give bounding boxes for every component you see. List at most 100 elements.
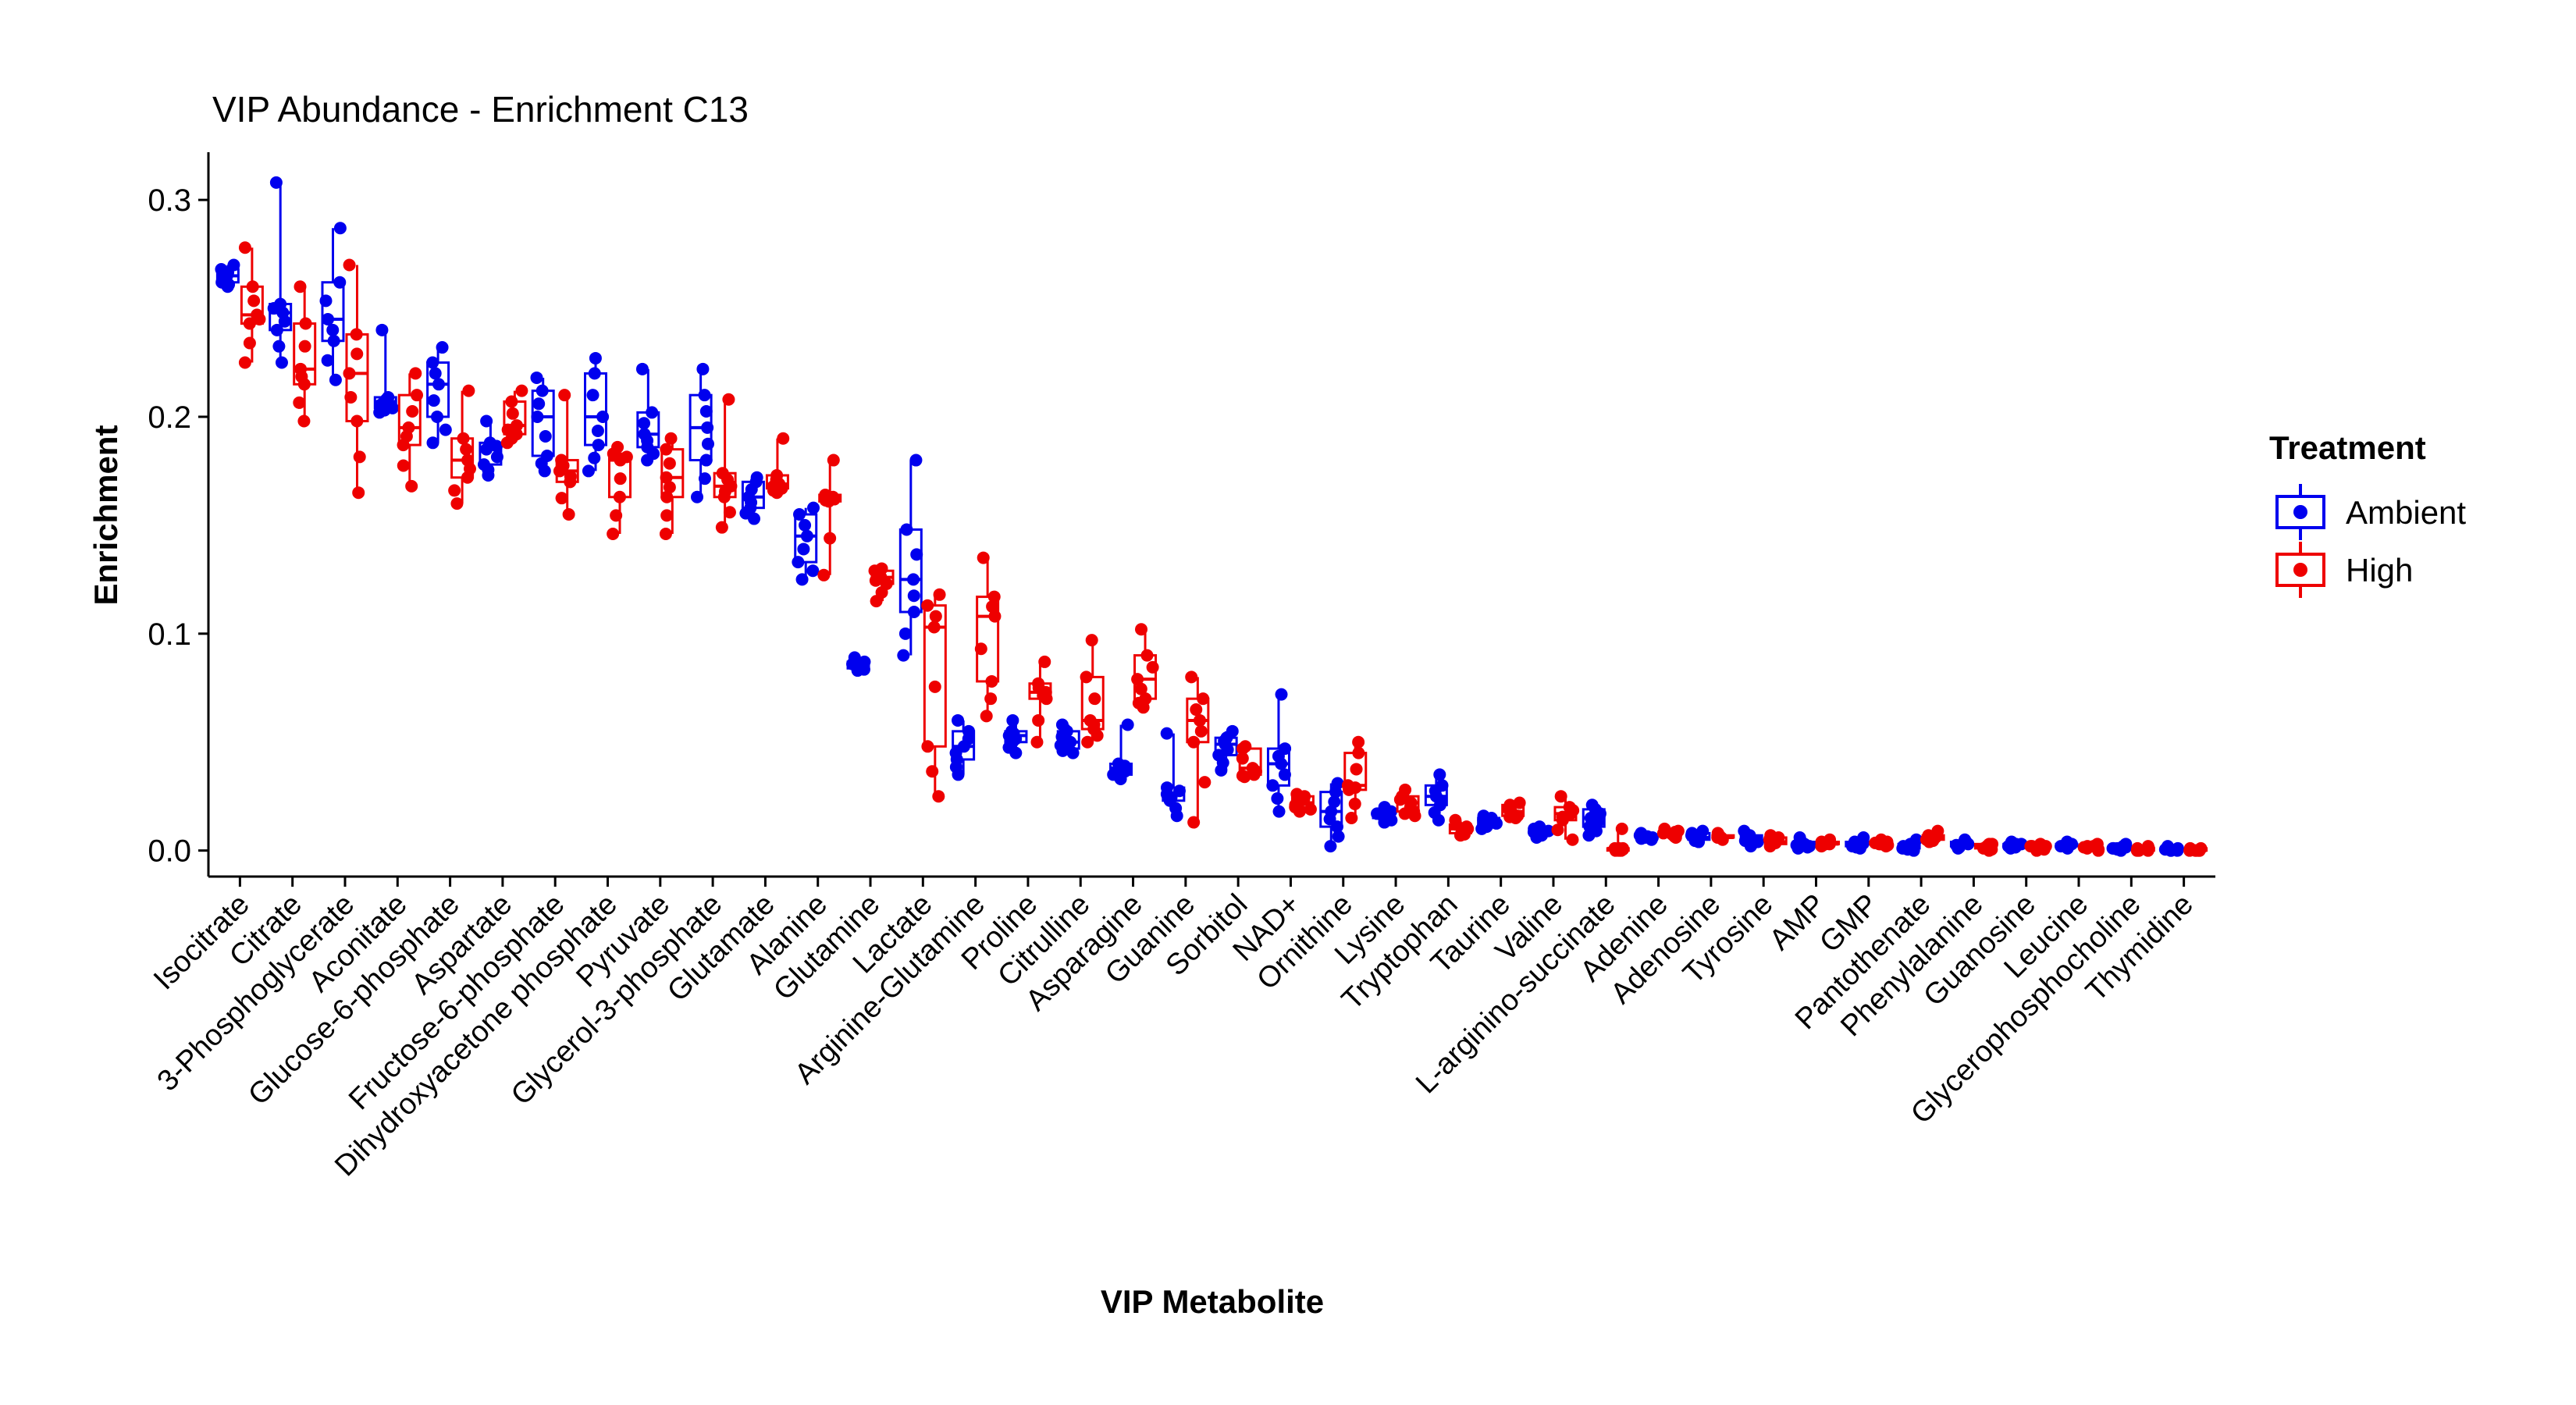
- data-point: [1711, 827, 1724, 840]
- data-point: [432, 378, 446, 391]
- legend-title: Treatment: [2269, 429, 2426, 466]
- data-point: [1032, 677, 1045, 690]
- data-point: [723, 506, 736, 519]
- data-point: [530, 371, 543, 384]
- data-point: [1585, 799, 1599, 812]
- data-point: [659, 528, 672, 541]
- data-point: [426, 436, 439, 450]
- data-point: [927, 621, 941, 634]
- data-point: [1272, 805, 1286, 818]
- data-point: [215, 263, 228, 276]
- data-point: [555, 454, 568, 467]
- series-ambient: [215, 176, 2184, 857]
- data-point: [1332, 830, 1345, 843]
- data-point: [1083, 713, 1097, 727]
- data-point: [322, 312, 335, 325]
- data-point: [562, 508, 575, 521]
- data-point: [243, 317, 256, 330]
- data-point: [1378, 801, 1391, 814]
- data-point: [1341, 779, 1354, 792]
- data-point: [691, 490, 704, 503]
- data-point: [793, 508, 806, 521]
- data-point: [613, 490, 626, 503]
- data-point: [987, 590, 1001, 603]
- data-point: [660, 509, 674, 522]
- data-point: [350, 414, 364, 428]
- data-point: [555, 492, 568, 505]
- data-point: [701, 437, 714, 450]
- data-point: [326, 323, 340, 336]
- data-point: [382, 390, 395, 404]
- data-point: [900, 523, 913, 536]
- legend-item-high: High: [2275, 542, 2413, 598]
- data-point: [638, 417, 651, 430]
- data-point: [1533, 820, 1546, 834]
- data-point: [327, 334, 340, 347]
- data-point: [343, 258, 356, 272]
- data-point: [1066, 746, 1080, 759]
- data-point: [343, 367, 356, 380]
- data-point: [344, 390, 358, 404]
- data-point: [1146, 660, 1159, 674]
- data-point: [1348, 797, 1361, 810]
- data-point: [1006, 713, 1019, 727]
- data-point: [1278, 768, 1291, 781]
- data-point: [535, 384, 549, 397]
- data-point: [926, 765, 939, 778]
- data-point: [2033, 838, 2047, 851]
- data-point: [1823, 833, 1837, 846]
- data-point: [596, 410, 610, 423]
- data-point: [297, 414, 311, 428]
- data-point: [875, 562, 888, 575]
- data-point: [294, 362, 308, 375]
- data-point: [1005, 724, 1019, 738]
- data-point: [564, 470, 577, 483]
- data-point: [699, 405, 713, 418]
- data-point: [299, 317, 312, 330]
- data-point: [350, 347, 364, 361]
- data-point: [321, 354, 334, 367]
- data-point: [1139, 692, 1152, 706]
- data-point: [664, 432, 678, 445]
- data-point: [274, 297, 287, 311]
- data-point: [1239, 740, 1252, 753]
- data-point: [898, 627, 912, 640]
- data-point: [1160, 727, 1173, 740]
- data-point: [1554, 790, 1567, 803]
- data-point: [2161, 840, 2174, 853]
- data-point: [1399, 783, 1412, 796]
- data-point: [457, 432, 470, 445]
- y-tick-label: 0.0: [148, 834, 191, 869]
- data-point: [426, 356, 439, 369]
- data-point: [660, 443, 673, 456]
- data-point: [350, 328, 363, 341]
- data-point: [586, 389, 600, 402]
- data-point: [1635, 827, 1648, 840]
- data-point: [243, 336, 256, 350]
- data-point: [1922, 829, 1935, 842]
- data-point: [722, 393, 735, 406]
- data-point: [974, 642, 987, 656]
- data-point: [984, 692, 998, 706]
- data-point: [1226, 724, 1239, 738]
- data-point: [298, 340, 311, 353]
- data-point: [2183, 841, 2197, 855]
- data-point: [1566, 833, 1579, 846]
- data-point: [386, 401, 399, 414]
- data-point: [699, 454, 713, 467]
- data-point: [1671, 824, 1685, 838]
- data-point: [660, 490, 674, 503]
- data-point: [848, 651, 861, 664]
- x-ticks: IsocitrateCitrate3-PhosphoglycerateAconi…: [148, 877, 2200, 1183]
- data-point: [1696, 824, 1710, 838]
- x-tick-label: AMP: [1763, 888, 1832, 957]
- data-point: [490, 450, 503, 464]
- y-tick-label: 0.1: [148, 617, 191, 652]
- data-point: [275, 356, 288, 369]
- data-point: [511, 419, 524, 432]
- data-point: [1085, 634, 1098, 647]
- y-tick-label: 0.3: [148, 183, 191, 218]
- data-point: [1874, 833, 1888, 846]
- data-point: [477, 458, 490, 471]
